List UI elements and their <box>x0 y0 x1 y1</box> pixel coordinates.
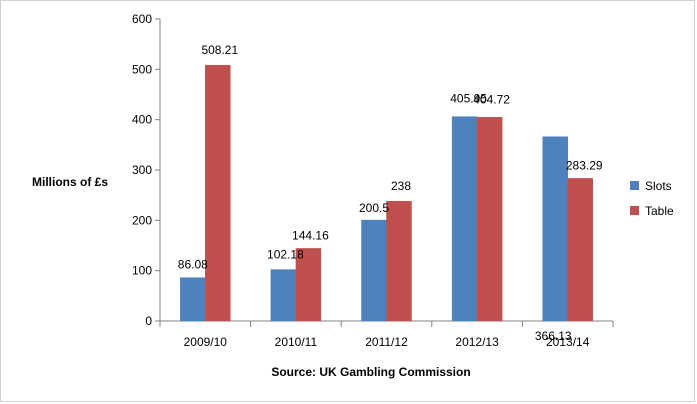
legend-label-slots: Slots <box>645 179 672 193</box>
y-tick-label: 400 <box>132 113 152 127</box>
legend-label-table: Table <box>645 204 674 218</box>
y-tick-label: 0 <box>145 314 152 328</box>
bar-slots <box>270 269 297 322</box>
bar-slots <box>361 219 387 322</box>
data-label-table: 283.29 <box>566 158 603 172</box>
data-label-table: 238 <box>391 179 411 193</box>
data-label-slots: 405.95 <box>450 92 487 106</box>
bar-slots <box>451 116 478 322</box>
x-tick-label: 2013/14 <box>546 335 590 349</box>
bar-table <box>205 64 231 322</box>
bar-slots <box>542 136 568 322</box>
bar-table <box>476 117 503 322</box>
y-tick-label: 200 <box>132 213 152 227</box>
x-tick-label: 2011/12 <box>365 335 408 349</box>
x-tick-label: 2009/10 <box>184 335 228 349</box>
data-label-slots: 86.08 <box>178 258 208 272</box>
y-tick-label: 600 <box>132 12 152 26</box>
bar-table <box>295 248 322 322</box>
y-tick-label: 500 <box>132 62 152 76</box>
data-label-table: 404.72 <box>473 92 510 106</box>
x-tick-label: 2010/11 <box>275 335 318 349</box>
y-tick-label: 300 <box>132 163 152 177</box>
y-tick-label: 100 <box>132 264 152 278</box>
data-label-table: 144.16 <box>292 228 329 242</box>
bar-table <box>567 178 593 322</box>
x-tick-label: 2012/13 <box>455 335 499 349</box>
data-label-slots: 366.13 <box>535 329 572 343</box>
legend: Slots Table <box>630 179 674 218</box>
x-axis-title: Source: UK Gambling Commission <box>271 365 470 379</box>
data-labels: 86.08 102.18 200.5 405.95 366.13 508.21 144.16… <box>178 43 603 343</box>
data-label-slots: 200.5 <box>359 201 389 215</box>
data-label-table: 508.21 <box>201 43 238 57</box>
legend-swatch-slots <box>630 181 639 190</box>
bar-table <box>386 200 412 322</box>
axes: 0 100 200 300 400 500 600 2009/10 2010/11 2011/12… <box>132 12 614 349</box>
bar-slots <box>180 277 206 322</box>
bars <box>180 64 593 322</box>
y-axis-title: Millions of £s <box>32 175 108 189</box>
data-label-slots: 102.18 <box>267 248 304 262</box>
legend-swatch-table <box>630 206 639 215</box>
